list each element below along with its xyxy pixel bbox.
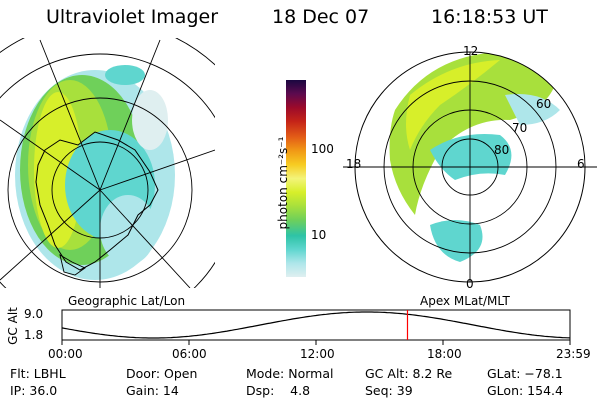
time-label: 16:18:53 UT bbox=[431, 6, 548, 28]
date-label: 18 Dec 07 bbox=[272, 6, 370, 28]
altitude-ytick-max: 9.0 bbox=[24, 307, 44, 321]
altitude-xtick-0600: 06:00 bbox=[172, 347, 207, 361]
status-mode: Mode: Normal bbox=[246, 366, 334, 381]
altitude-xtick-2359: 23:59 bbox=[556, 347, 591, 361]
status-glon: GLon: 154.4 bbox=[487, 383, 563, 398]
mlt-label-18: 18 bbox=[346, 157, 362, 171]
colorbar-tick-100: 100 bbox=[311, 142, 334, 156]
mlat-label-80: 80 bbox=[494, 143, 510, 157]
mlt-label-6: 6 bbox=[577, 157, 585, 171]
status-flt: Flt: LBHL bbox=[10, 366, 66, 381]
geographic-caption: Geographic Lat/Lon bbox=[68, 294, 186, 308]
status-glat: GLat: −78.1 bbox=[487, 366, 563, 381]
altitude-xtick-1200: 12:00 bbox=[300, 347, 335, 361]
status-seq: Seq: 39 bbox=[365, 383, 413, 398]
altitude-axis-label: GC Alt bbox=[6, 307, 20, 345]
apex-caption: Apex MLat/MLT bbox=[420, 294, 510, 308]
altitude-ytick-min: 1.8 bbox=[24, 328, 44, 342]
colorbar bbox=[286, 80, 306, 277]
status-dsp: Dsp: 4.8 bbox=[246, 383, 311, 398]
status-ip: IP: 36.0 bbox=[10, 383, 58, 398]
mlat-label-60: 60 bbox=[536, 97, 552, 111]
mlt-label-12: 12 bbox=[463, 44, 479, 58]
mlat-label-70: 70 bbox=[512, 121, 528, 135]
mlt-label-0: 0 bbox=[466, 277, 474, 291]
status-gain: Gain: 14 bbox=[126, 383, 179, 398]
instrument-title: Ultraviolet Imager bbox=[46, 6, 219, 28]
status-gc-alt: GC Alt: 8.2 Re bbox=[365, 366, 453, 381]
altitude-xtick-0000: 00:00 bbox=[48, 347, 83, 361]
altitude-xtick-1800: 18:00 bbox=[427, 347, 462, 361]
colorbar-tick-10: 10 bbox=[311, 228, 327, 242]
status-door: Door: Open bbox=[126, 366, 198, 381]
